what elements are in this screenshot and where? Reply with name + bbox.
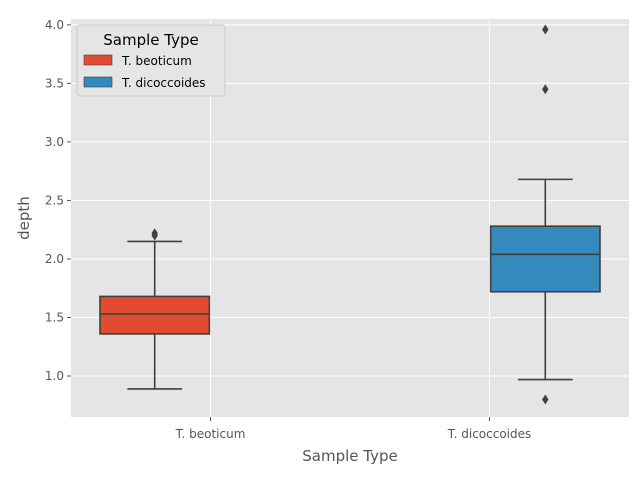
legend-swatch-t-dicoccoides [83,76,113,88]
iqr-box [99,295,211,335]
outlier-point [542,24,549,35]
iqr-box [489,225,601,293]
outlier-point [542,84,549,95]
boxes [99,24,601,405]
x-axis-label: Sample Type [302,447,397,465]
x-tick-label-t-beoticum: T. beoticum [175,427,246,441]
y-axis-label: depth [15,196,33,240]
y-tick-label: 3.5 [45,76,64,90]
legend-frame [76,24,226,97]
x-tick-label-t-dicoccoides: T. dicoccoides [447,427,532,441]
y-tick-label: 4.0 [45,18,64,32]
y-axis-ticks: 1.0 1.5 2.0 2.5 3.0 3.5 4.0 [45,18,71,383]
x-axis-ticks: T. beoticum T. dicoccoides [175,417,532,441]
legend-swatch-t-beoticum [83,54,113,66]
y-tick-label: 2.0 [45,252,64,266]
outlier-point [542,394,549,405]
legend-label-t-beoticum: T. beoticum [121,54,192,68]
y-tick-label: 1.5 [45,311,64,325]
legend-title: Sample Type [103,31,198,49]
legend-label-t-dicoccoides: T. dicoccoides [121,76,206,90]
box-t-dicoccoides [489,24,601,405]
outlier-point [151,228,158,239]
y-tick-label: 3.0 [45,135,64,149]
box-t-beoticum [99,228,211,390]
y-tick-label: 1.0 [45,369,64,383]
legend: Sample Type T. beoticum T. dicoccoides [76,24,226,97]
y-tick-label: 2.5 [45,193,64,207]
